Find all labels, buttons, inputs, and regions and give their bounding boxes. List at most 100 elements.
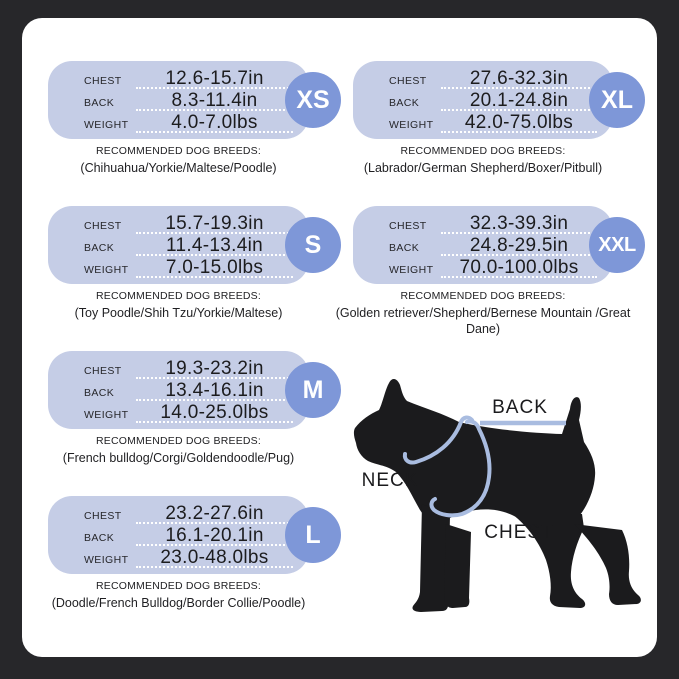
breeds-list: (Labrador/German Shepherd/Boxer/Pitbull): [363, 161, 603, 175]
back-diagram-label: BACK: [492, 397, 548, 418]
back-value: 13.4-16.1in: [165, 380, 264, 401]
dog-rear-leg: [574, 524, 641, 605]
recommended-breeds-xl: RECOMMENDED DOG BREEDS: (Labrador/German…: [333, 145, 633, 176]
chest-value: 23.2-27.6in: [165, 503, 264, 524]
back-value: 8.3-11.4in: [171, 90, 258, 111]
size-badge-label: M: [302, 375, 324, 404]
harness-neck-strap: [402, 415, 474, 465]
breeds-list: (French bulldog/Corgi/Goldendoodle/Pug): [62, 451, 295, 465]
weight-value: 23.0-48.0lbs: [160, 547, 269, 568]
dog-rear-leg: [512, 514, 586, 608]
chest-value: 15.7-19.3in: [165, 213, 264, 234]
chest-label: CHEST: [84, 365, 122, 377]
dotted-leader: 8.3-11.4in: [136, 89, 293, 111]
dotted-leader: 20.1-24.8in: [441, 89, 597, 111]
dotted-leader: 11.4-13.4in: [136, 234, 293, 256]
size-card-s: CHEST 15.7-19.3in BACK 11.4-13.4in WEIGH…: [48, 206, 341, 284]
dog-silhouette-graphic: [353, 379, 641, 612]
chest-value: 19.3-23.2in: [165, 358, 264, 379]
weight-label: WEIGHT: [84, 554, 129, 566]
dotted-leader: 12.6-15.7in: [136, 67, 293, 89]
back-label: BACK: [84, 242, 115, 254]
recommended-heading: RECOMMENDED DOG BREEDS:: [400, 145, 566, 157]
chest-label: CHEST: [389, 75, 427, 87]
measurement-row: CHEST 15.7-19.3in: [84, 214, 293, 234]
measurement-row: WEIGHT 42.0-75.0lbs: [389, 113, 597, 133]
chest-diagram-label: CHEST: [484, 522, 554, 543]
dog-front-leg: [444, 524, 471, 608]
dotted-leader: 23.0-48.0lbs: [136, 546, 293, 568]
back-label: BACK: [389, 97, 420, 109]
chest-value: 12.6-15.7in: [165, 68, 264, 89]
weight-value: 4.0-7.0lbs: [171, 112, 258, 133]
dotted-leader: 42.0-75.0lbs: [441, 111, 597, 133]
chest-label: CHEST: [84, 220, 122, 232]
chest-label: CHEST: [84, 510, 122, 522]
weight-value: 14.0-25.0lbs: [160, 402, 269, 423]
weight-value: 70.0-100.0lbs: [459, 257, 579, 278]
dog-measurement-diagram: BACK NECK CHEST: [334, 364, 656, 664]
measurement-row: BACK 11.4-13.4in: [84, 236, 293, 256]
recommended-heading: RECOMMENDED DOG BREEDS:: [95, 290, 262, 302]
measurement-row: BACK 16.1-20.1in: [84, 526, 293, 546]
measurement-row: BACK 8.3-11.4in: [84, 91, 293, 111]
size-badge-m: M: [285, 362, 341, 418]
size-card-l: CHEST 23.2-27.6in BACK 16.1-20.1in WEIGH…: [48, 496, 341, 574]
size-badge-label: XXL: [598, 233, 636, 256]
recommended-breeds-m: RECOMMENDED DOG BREEDS: (French bulldog/…: [28, 435, 329, 466]
dotted-leader: 23.2-27.6in: [136, 502, 293, 524]
weight-label: WEIGHT: [84, 409, 129, 421]
weight-value: 7.0-15.0lbs: [165, 257, 264, 278]
dotted-leader: 27.6-32.3in: [441, 67, 597, 89]
breeds-list: (Doodle/French Bulldog/Border Collie/Poo…: [51, 596, 306, 610]
size-badge-l: L: [285, 507, 341, 563]
chest-value: 32.3-39.3in: [469, 213, 569, 234]
measurement-row: WEIGHT 4.0-7.0lbs: [84, 113, 293, 133]
back-label: BACK: [84, 532, 115, 544]
recommended-heading: RECOMMENDED DOG BREEDS:: [95, 145, 262, 157]
measurement-row: WEIGHT 70.0-100.0lbs: [389, 258, 597, 278]
measurement-row: BACK 24.8-29.5in: [389, 236, 597, 256]
breeds-list: (Golden retriever/Shepherd/Bernese Mount…: [335, 306, 631, 337]
weight-label: WEIGHT: [389, 264, 434, 276]
dotted-leader: 14.0-25.0lbs: [136, 401, 293, 423]
back-value: 24.8-29.5in: [469, 235, 569, 256]
recommended-breeds-xs: RECOMMENDED DOG BREEDS: (Chihuahua/Yorki…: [28, 145, 329, 176]
dotted-leader: 19.3-23.2in: [136, 357, 293, 379]
measurement-row: CHEST 19.3-23.2in: [84, 359, 293, 379]
weight-label: WEIGHT: [84, 264, 129, 276]
dotted-leader: 15.7-19.3in: [136, 212, 293, 234]
measurement-row: CHEST 23.2-27.6in: [84, 504, 293, 524]
dotted-leader: 13.4-16.1in: [136, 379, 293, 401]
measurement-row: CHEST 32.3-39.3in: [389, 214, 597, 234]
breeds-list: (Toy Poodle/Shih Tzu/Yorkie/Maltese): [74, 306, 283, 320]
size-badge-s: S: [285, 217, 341, 273]
measurement-row: WEIGHT 14.0-25.0lbs: [84, 403, 293, 423]
weight-value: 42.0-75.0lbs: [464, 112, 574, 133]
neck-diagram-label: NECK: [361, 470, 419, 491]
back-value: 11.4-13.4in: [166, 235, 263, 256]
measurement-row: CHEST 12.6-15.7in: [84, 69, 293, 89]
recommended-heading: RECOMMENDED DOG BREEDS:: [95, 580, 262, 592]
size-badge-xs: XS: [285, 72, 341, 128]
dotted-leader: 16.1-20.1in: [136, 524, 293, 546]
chest-label: CHEST: [84, 75, 122, 87]
measurement-row: CHEST 27.6-32.3in: [389, 69, 597, 89]
size-card-m: CHEST 19.3-23.2in BACK 13.4-16.1in WEIGH…: [48, 351, 341, 429]
measurement-row: WEIGHT 23.0-48.0lbs: [84, 548, 293, 568]
size-badge-xxl: XXL: [589, 217, 645, 273]
dog-front-leg: [412, 504, 450, 612]
size-badge-xl: XL: [589, 72, 645, 128]
size-badge-label: XL: [601, 85, 633, 114]
dog-silhouette: [353, 379, 596, 526]
harness-chest-strap: [429, 419, 492, 518]
back-label: BACK: [389, 242, 420, 254]
recommended-breeds-s: RECOMMENDED DOG BREEDS: (Toy Poodle/Shih…: [28, 290, 329, 321]
recommended-breeds-xxl: RECOMMENDED DOG BREEDS: (Golden retrieve…: [328, 290, 638, 338]
dotted-leader: 32.3-39.3in: [441, 212, 597, 234]
dotted-leader: 24.8-29.5in: [441, 234, 597, 256]
back-label: BACK: [84, 387, 115, 399]
size-badge-label: L: [305, 520, 321, 549]
back-label: BACK: [84, 97, 115, 109]
back-value: 16.1-20.1in: [165, 525, 264, 546]
